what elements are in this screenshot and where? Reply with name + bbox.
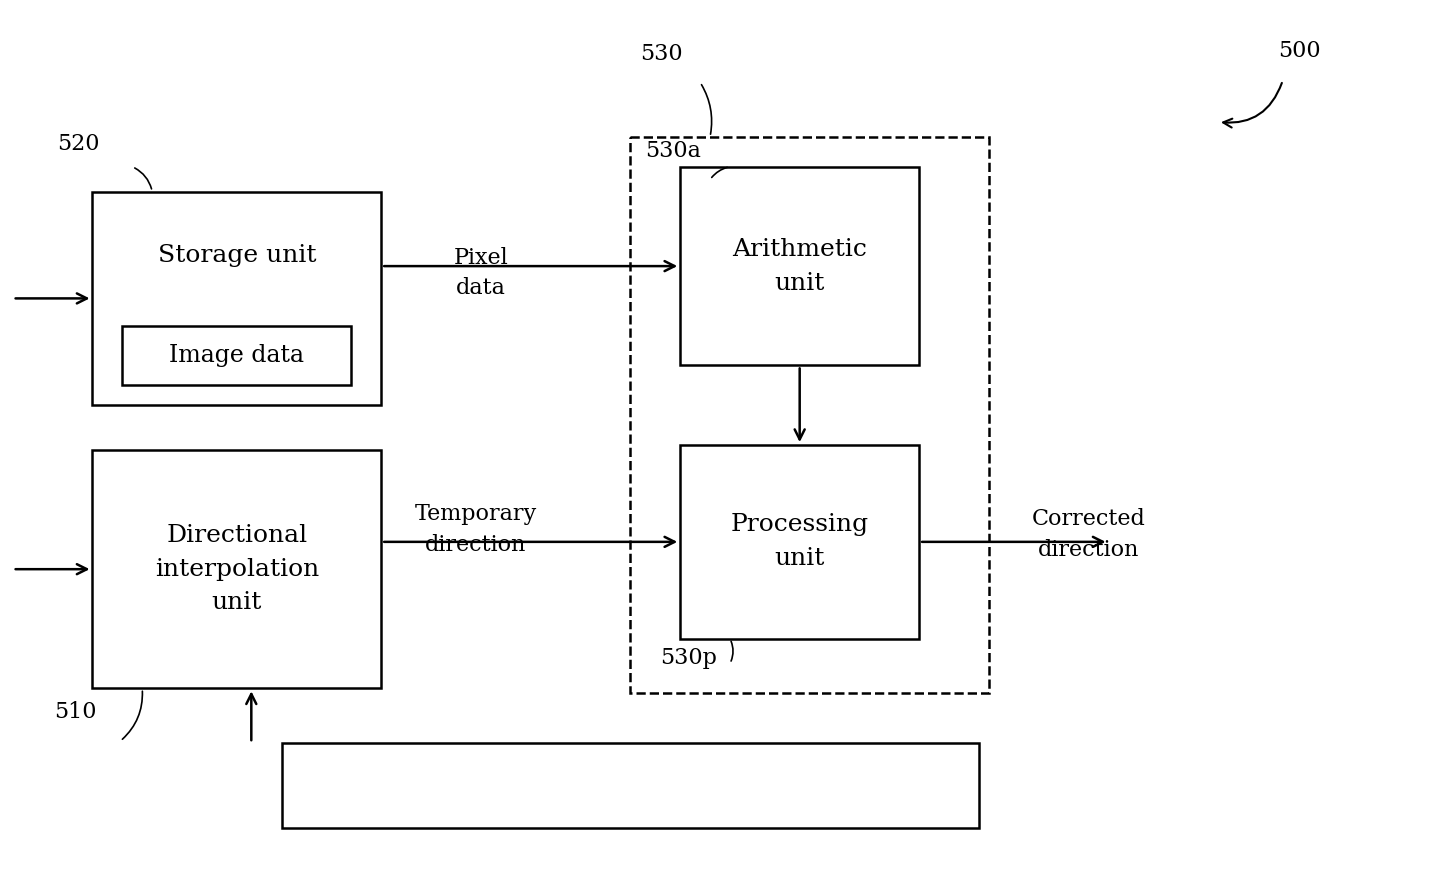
Text: Pixel
data: Pixel data [453, 247, 508, 300]
Text: Directional
interpolation
unit: Directional interpolation unit [155, 524, 318, 614]
Text: Processing
unit: Processing unit [730, 514, 869, 570]
Bar [122, 326, 351, 385]
Text: 530a: 530a [645, 140, 701, 162]
Text: Corrected
direction: Corrected direction [1031, 508, 1146, 560]
Bar [680, 167, 919, 366]
Text: Arithmetic
unit: Arithmetic unit [733, 238, 868, 294]
Text: Image data: Image data [169, 344, 304, 367]
Bar [680, 445, 919, 639]
Text: 520: 520 [57, 133, 100, 155]
Text: 530p: 530p [660, 647, 717, 669]
Text: Storage unit: Storage unit [158, 244, 315, 267]
Text: 510: 510 [54, 701, 98, 723]
Text: Temporary
direction: Temporary direction [414, 503, 538, 556]
Bar [92, 450, 381, 688]
Bar [631, 137, 989, 693]
Bar [92, 191, 381, 405]
Bar [281, 743, 979, 827]
Text: 530: 530 [641, 43, 683, 65]
Text: 500: 500 [1278, 41, 1321, 63]
